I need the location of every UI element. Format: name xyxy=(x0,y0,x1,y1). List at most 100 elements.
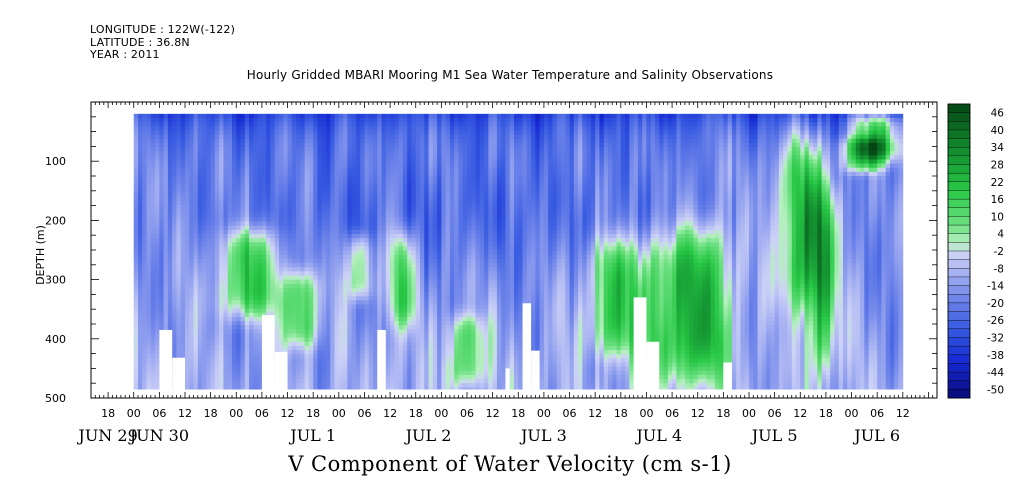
heatmap-cell xyxy=(313,134,318,140)
heatmap-cell xyxy=(402,122,408,127)
heatmap-cell xyxy=(364,374,370,380)
heatmap-cell xyxy=(402,200,408,206)
heatmap-cell xyxy=(223,312,229,318)
heatmap-cell xyxy=(133,205,139,210)
heatmap-cell xyxy=(206,163,212,169)
heatmap-cell xyxy=(445,287,451,293)
heatmap-cell xyxy=(185,263,190,268)
heatmap-cell xyxy=(197,167,203,173)
heatmap-cell xyxy=(402,134,408,140)
heatmap-cell xyxy=(159,250,165,256)
heatmap-cell xyxy=(308,196,314,202)
heatmap-cell xyxy=(347,213,353,218)
heatmap-cell xyxy=(385,142,391,148)
heatmap-cell xyxy=(343,362,348,368)
heatmap-cell xyxy=(330,246,335,251)
heatmap-cell xyxy=(283,329,288,334)
heatmap-cell xyxy=(420,163,425,169)
heatmap-cell xyxy=(249,300,254,305)
heatmap-cell xyxy=(428,296,434,301)
heatmap-cell xyxy=(236,134,241,140)
heatmap-cell xyxy=(420,275,425,280)
heatmap-cell xyxy=(150,213,156,218)
heatmap-cell xyxy=(206,308,212,314)
heatmap-cell xyxy=(296,155,301,160)
heatmap-cell xyxy=(360,229,365,235)
heatmap-cell xyxy=(355,113,361,119)
heatmap-cell xyxy=(424,209,429,214)
heatmap-cell xyxy=(334,366,340,372)
heatmap-cell xyxy=(441,234,447,239)
heatmap-cell xyxy=(270,167,276,173)
heatmap-cell xyxy=(146,163,152,169)
heatmap-cell xyxy=(150,254,156,260)
heatmap-cell xyxy=(257,242,263,247)
heatmap-cell xyxy=(424,379,429,384)
heatmap-cell xyxy=(189,362,194,368)
heatmap-cell xyxy=(185,350,190,355)
heatmap-cell xyxy=(432,308,438,314)
heatmap-cell xyxy=(390,138,395,144)
heatmap-cell xyxy=(274,275,280,280)
heatmap-cell xyxy=(197,383,203,388)
heatmap-cell xyxy=(249,341,254,347)
heatmap-cell xyxy=(266,304,271,309)
heatmap-cell xyxy=(176,312,182,318)
heatmap-cell xyxy=(163,146,169,152)
heatmap-cell xyxy=(159,134,165,140)
heatmap-cell xyxy=(279,279,284,285)
heatmap-cell xyxy=(146,308,152,314)
heatmap-cell xyxy=(176,337,182,343)
heatmap-cell xyxy=(385,300,391,305)
heatmap-cell xyxy=(180,188,186,193)
heatmap-cell xyxy=(236,267,241,272)
heatmap-cell xyxy=(296,296,301,301)
heatmap-cell xyxy=(155,296,160,301)
heatmap-cell xyxy=(146,229,152,235)
heatmap-cell xyxy=(155,345,160,351)
heatmap-cell xyxy=(304,341,310,347)
heatmap-cell xyxy=(381,155,387,160)
heatmap-cell xyxy=(206,258,212,264)
heatmap-cell xyxy=(270,221,276,227)
heatmap-cell xyxy=(287,184,293,189)
heatmap-cell xyxy=(180,283,186,289)
heatmap-cell xyxy=(304,275,310,280)
heatmap-cell xyxy=(159,184,165,189)
heatmap-cell xyxy=(167,151,173,156)
heatmap-cell xyxy=(163,167,169,173)
heatmap-cell xyxy=(398,263,404,268)
heatmap-cell xyxy=(185,312,190,318)
heatmap-cell xyxy=(142,379,147,384)
heatmap-cell xyxy=(236,258,241,264)
heatmap-cell xyxy=(206,300,212,305)
heatmap-cell xyxy=(150,341,156,347)
heatmap-cell xyxy=(279,250,284,256)
heatmap-cell xyxy=(257,366,263,372)
heatmap-cell xyxy=(424,333,429,339)
heatmap-cell xyxy=(150,171,156,177)
heatmap-cell xyxy=(373,113,378,119)
heatmap-cell xyxy=(240,200,246,206)
heatmap-cell xyxy=(167,296,173,301)
heatmap-cell xyxy=(360,142,365,148)
heatmap-cell xyxy=(176,176,182,181)
heatmap-cell xyxy=(138,329,143,334)
heatmap-cell xyxy=(142,350,147,355)
heatmap-cell xyxy=(424,200,429,206)
heatmap-cell xyxy=(176,192,182,198)
heatmap-cell xyxy=(360,192,365,198)
heatmap-cell xyxy=(142,238,147,243)
heatmap-cell xyxy=(261,292,267,297)
heatmap-cell xyxy=(407,308,412,314)
heatmap-cell xyxy=(249,196,254,202)
heatmap-cell xyxy=(210,287,216,293)
heatmap-cell xyxy=(415,329,421,334)
heatmap-cell xyxy=(176,271,182,276)
heatmap-cell xyxy=(326,370,331,376)
heatmap-cell xyxy=(291,126,297,131)
heatmap-cell xyxy=(368,321,374,326)
heatmap-cell xyxy=(266,117,271,123)
heatmap-cell xyxy=(437,200,442,206)
heatmap-cell xyxy=(338,374,344,380)
